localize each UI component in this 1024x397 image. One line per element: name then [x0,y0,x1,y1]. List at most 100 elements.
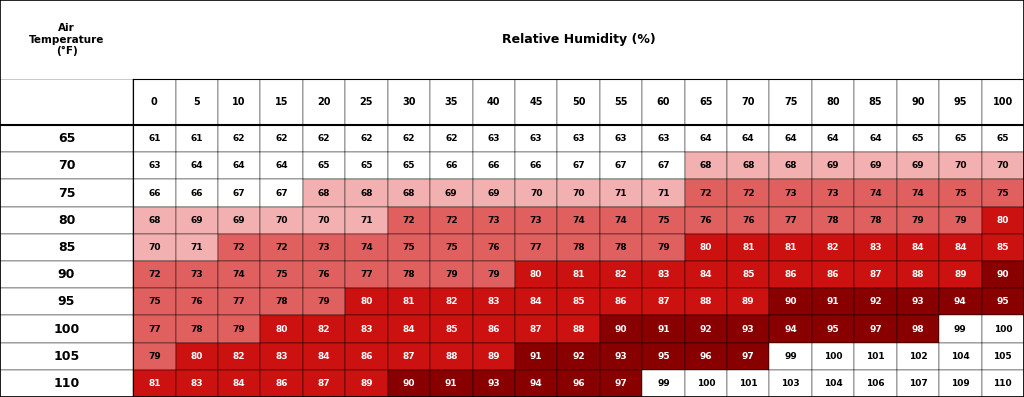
Text: 40: 40 [487,97,501,107]
Bar [727,179,769,206]
Text: 63: 63 [572,134,585,143]
Text: 89: 89 [487,352,500,361]
Text: 69: 69 [869,161,882,170]
Text: 95: 95 [657,352,670,361]
Text: 70: 70 [529,189,543,198]
Text: 70: 70 [57,159,76,172]
Bar [685,315,727,343]
Bar [218,179,260,206]
Bar [854,152,897,179]
Text: 97: 97 [614,379,628,388]
Text: 69: 69 [190,216,203,225]
Bar [515,315,557,343]
Text: 85: 85 [572,297,585,306]
Text: 100: 100 [992,97,1013,107]
Bar [430,288,472,315]
Text: 65: 65 [360,161,373,170]
Bar [515,261,557,288]
Text: 83: 83 [275,352,288,361]
Text: 68: 68 [360,189,373,198]
Bar [472,288,515,315]
Text: 93: 93 [911,297,925,306]
Bar [0,261,133,288]
Text: 81: 81 [572,270,585,279]
Bar [642,206,685,234]
Bar [897,315,939,343]
Text: 61: 61 [148,134,161,143]
Text: 90: 90 [58,268,75,281]
Text: 64: 64 [869,134,882,143]
Text: 64: 64 [826,134,840,143]
Bar [557,343,600,370]
Text: 77: 77 [529,243,543,252]
Text: 104: 104 [951,352,970,361]
Text: 78: 78 [869,216,882,225]
Bar [218,343,260,370]
Bar [218,234,260,261]
Text: 69: 69 [911,161,925,170]
Text: 73: 73 [317,243,331,252]
Text: 102: 102 [908,352,928,361]
Text: 68: 68 [402,189,415,198]
Text: 71: 71 [614,189,628,198]
Bar [472,179,515,206]
Bar [175,343,218,370]
Text: 79: 79 [147,352,161,361]
Text: 84: 84 [317,352,331,361]
Text: 84: 84 [699,270,712,279]
Bar [685,261,727,288]
Text: 99: 99 [954,324,967,333]
Text: 62: 62 [275,134,288,143]
Text: 94: 94 [784,324,797,333]
Text: 94: 94 [954,297,967,306]
Bar [727,370,769,397]
Text: 83: 83 [487,297,500,306]
Bar [388,261,430,288]
Text: 78: 78 [614,243,628,252]
Text: 79: 79 [657,243,670,252]
Bar [939,125,982,152]
Text: 105: 105 [53,350,80,363]
Bar [769,261,812,288]
Bar [939,234,982,261]
Bar [260,315,303,343]
Bar [430,79,472,125]
Text: 70: 70 [996,161,1009,170]
Bar [727,234,769,261]
Text: 35: 35 [444,97,458,107]
Bar [727,261,769,288]
Text: 87: 87 [402,352,415,361]
Text: 105: 105 [993,352,1012,361]
Text: 87: 87 [529,324,543,333]
Text: 74: 74 [614,216,628,225]
Text: 88: 88 [911,270,925,279]
Bar [430,125,472,152]
Bar [515,79,557,125]
Bar [939,79,982,125]
Bar [303,206,345,234]
Text: 92: 92 [572,352,585,361]
Bar [982,125,1024,152]
Bar [430,179,472,206]
Bar [0,179,133,206]
Text: 86: 86 [360,352,373,361]
Bar [515,179,557,206]
Bar [0,343,133,370]
Bar [642,125,685,152]
Text: 76: 76 [699,216,712,225]
Bar [345,179,388,206]
Bar [0,206,133,234]
Bar [939,206,982,234]
Bar [345,261,388,288]
Bar [430,370,472,397]
Text: 90: 90 [911,97,925,107]
Bar [600,343,642,370]
Text: 45: 45 [529,97,543,107]
Bar [515,343,557,370]
Bar [642,343,685,370]
Bar [345,288,388,315]
Text: 70: 70 [741,97,755,107]
Bar [557,261,600,288]
Bar [303,343,345,370]
Text: 107: 107 [908,379,928,388]
